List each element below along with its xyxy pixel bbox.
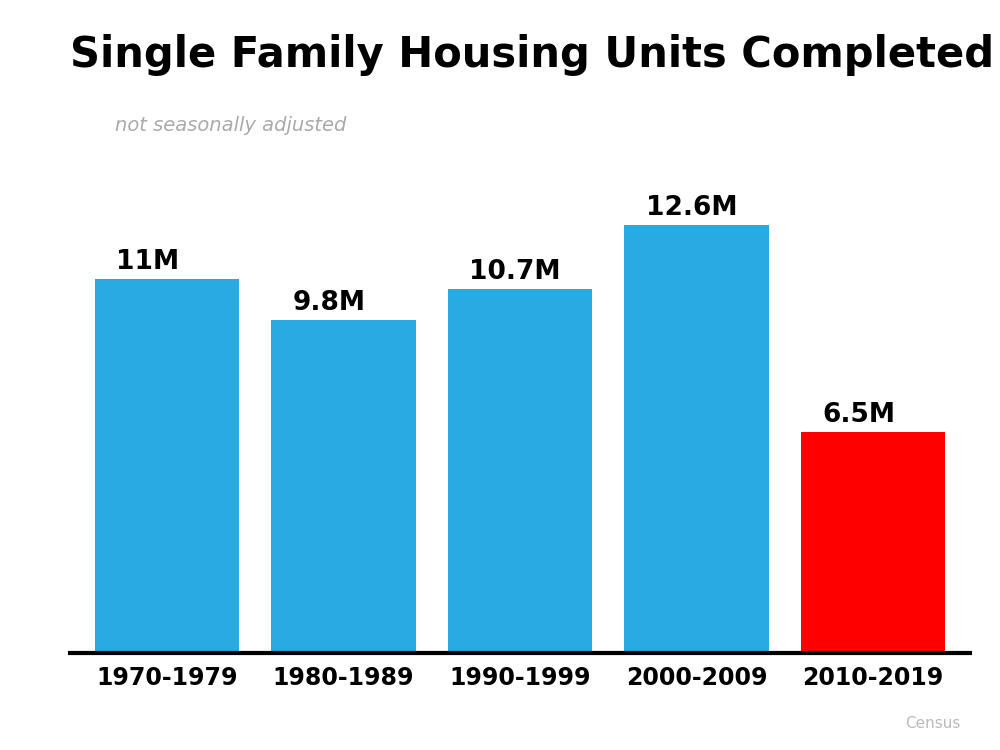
Bar: [271, 320, 416, 652]
Text: not seasonally adjusted: not seasonally adjusted: [115, 116, 346, 135]
Bar: [448, 290, 592, 652]
Text: 6.5M: 6.5M: [822, 402, 895, 427]
Text: 9.8M: 9.8M: [293, 290, 366, 316]
Text: Census: Census: [905, 716, 960, 731]
Bar: [624, 225, 769, 652]
Bar: [801, 432, 945, 652]
Text: 10.7M: 10.7M: [469, 260, 561, 285]
Text: 11M: 11M: [116, 249, 180, 275]
Bar: [95, 279, 239, 652]
Text: 12.6M: 12.6M: [646, 194, 737, 220]
Text: Single Family Housing Units Completed by Decade: Single Family Housing Units Completed by…: [70, 34, 1000, 76]
